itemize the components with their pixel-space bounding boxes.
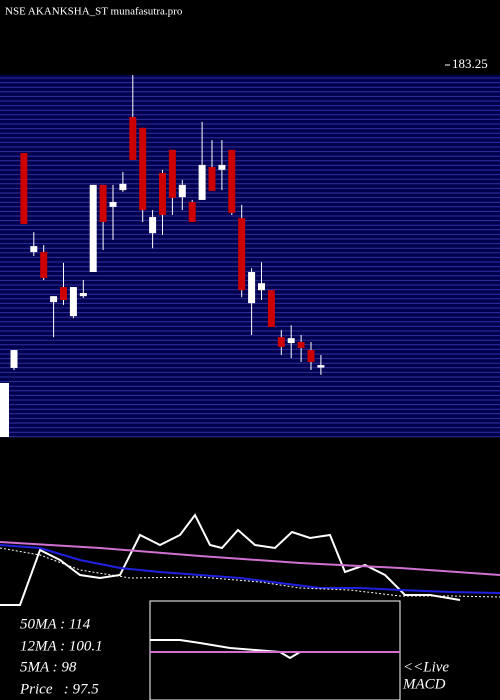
indicator-label: 12MA : 100.1: [20, 638, 103, 654]
candle-body: [50, 296, 58, 303]
ma5-line: [0, 547, 500, 598]
ma12-line: [0, 544, 500, 594]
candle-body: [109, 202, 117, 207]
candle-body: [168, 149, 176, 198]
indicator-label: 50MA : 114: [20, 616, 91, 632]
panel-stripes: [0, 77, 500, 438]
candle-body: [198, 164, 206, 200]
candle-body: [208, 167, 216, 191]
candle-body: [89, 184, 97, 273]
candle-body: [228, 149, 236, 213]
candle-body: [10, 350, 18, 368]
candle-body: [69, 287, 77, 317]
candle-body: [218, 164, 226, 170]
candle-body: [317, 365, 325, 368]
candle-body: [99, 184, 107, 222]
candle-body: [287, 338, 295, 344]
candle-body: [30, 246, 38, 253]
price-panel: [0, 75, 500, 437]
candle-body: [297, 342, 305, 348]
candle-body: [149, 217, 157, 234]
y-tick-label: 183.25: [452, 56, 488, 71]
candle-body: [79, 293, 87, 297]
macd-label: <<Live: [403, 659, 449, 675]
candle-body: [20, 153, 28, 225]
candle-body: [307, 350, 315, 362]
macd-label: MACD: [402, 676, 446, 692]
macd-box: [149, 600, 401, 700]
candle-body: [129, 116, 137, 161]
candle-body: [277, 337, 285, 347]
candle-body: [267, 290, 275, 327]
candle-body: [40, 252, 48, 278]
candle-body: [139, 127, 147, 211]
candle-body: [188, 202, 196, 222]
candle-body: [258, 283, 265, 291]
indicator-label: Price : 97.5: [19, 681, 99, 697]
volume-block: [0, 383, 9, 437]
indicator-label: 5MA : 98: [20, 659, 77, 675]
candle-body: [159, 172, 166, 215]
candle-body: [248, 272, 256, 304]
candle-body: [119, 183, 127, 191]
candle-body: [178, 184, 186, 198]
chart-title: NSE AKANKSHA_ST munafasutra.pro: [5, 6, 183, 18]
ma50-line: [0, 541, 500, 576]
candle-body: [238, 218, 246, 291]
candle-body: [60, 287, 67, 301]
price-line: [0, 513, 461, 606]
macd-line: [150, 639, 380, 660]
